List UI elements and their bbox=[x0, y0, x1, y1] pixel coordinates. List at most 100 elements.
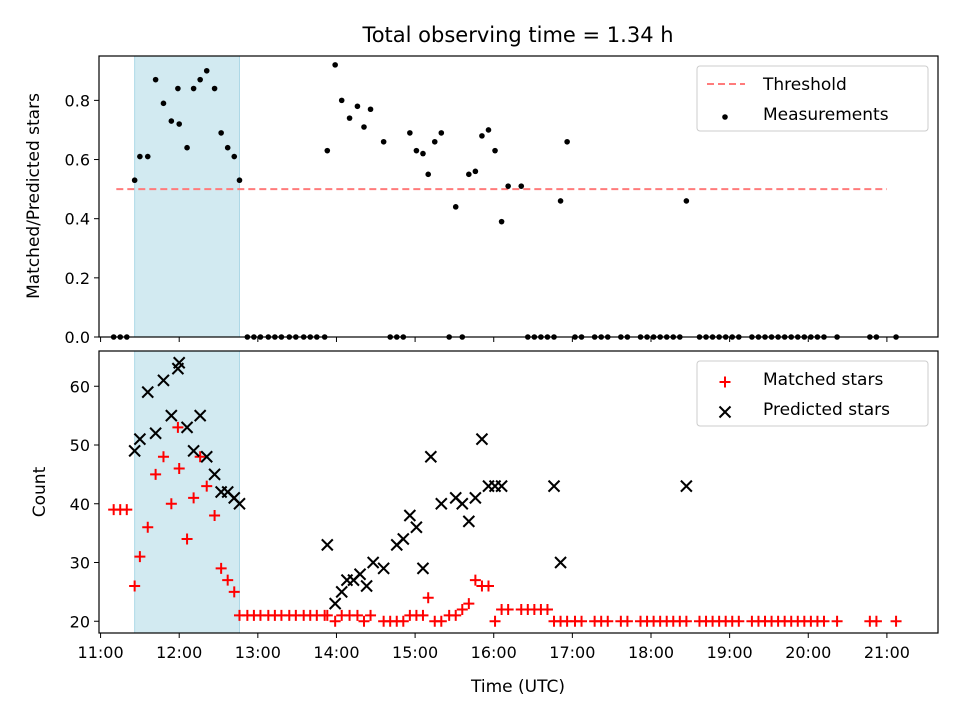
measurement-point bbox=[505, 183, 511, 189]
predicted-stars-point bbox=[435, 497, 448, 510]
x-tick-label: 21:00 bbox=[864, 643, 910, 662]
measurement-point bbox=[197, 76, 203, 83]
measurement-point bbox=[413, 147, 420, 154]
predicted-stars-point bbox=[554, 556, 567, 569]
matched-stars-point bbox=[157, 451, 169, 463]
x-tick-label: 19:00 bbox=[707, 643, 753, 662]
measurement-point bbox=[190, 85, 197, 92]
matched-stars-point bbox=[482, 580, 494, 592]
matched-stars-point bbox=[165, 498, 177, 510]
predicted-stars-point bbox=[397, 532, 410, 546]
measurement-point bbox=[203, 67, 210, 74]
matched-stars-point bbox=[489, 615, 501, 627]
predicted-stars-point bbox=[335, 585, 348, 599]
shaded-region bbox=[134, 55, 240, 338]
measurement-point bbox=[176, 121, 183, 127]
matched-stars-point bbox=[680, 615, 692, 627]
measurement-point bbox=[361, 124, 367, 130]
matched-stars-point bbox=[142, 521, 154, 533]
legend-frame bbox=[696, 360, 929, 427]
matched-stars-point bbox=[201, 480, 213, 492]
measurement-point bbox=[160, 100, 167, 107]
measurement-point bbox=[236, 177, 243, 184]
measurement-point bbox=[683, 198, 690, 204]
matched-stars-point bbox=[181, 533, 193, 545]
predicted-stars-point bbox=[424, 450, 438, 463]
measurement-point bbox=[144, 153, 151, 160]
measurement-point bbox=[498, 218, 505, 225]
matched-stars-point bbox=[417, 609, 429, 621]
measurement-point bbox=[184, 144, 190, 151]
top-panel: 0.0 0.2 0.4 0.6 0.8 Threshold Measurements bbox=[65, 55, 939, 347]
predicted-stars-point bbox=[403, 509, 417, 522]
matched-stars-point bbox=[576, 615, 588, 627]
measurement-point bbox=[324, 147, 331, 154]
predicted-stars-point bbox=[141, 385, 154, 399]
legend-measurement-swatch bbox=[722, 114, 728, 120]
legend-frame bbox=[696, 65, 929, 132]
y-tick-label: 0.6 bbox=[65, 151, 90, 170]
x-tick-label: 14:00 bbox=[313, 643, 359, 662]
predicted-stars-point bbox=[208, 468, 221, 481]
matched-stars-point bbox=[173, 463, 185, 474]
predicted-stars-point bbox=[680, 479, 693, 493]
predicted-stars-point bbox=[128, 444, 141, 458]
matched-stars-point bbox=[129, 580, 141, 592]
matched-stars-point bbox=[172, 421, 184, 433]
matched-stars-point bbox=[435, 615, 447, 627]
measurement-point bbox=[564, 138, 570, 145]
y-tick-label: 20 bbox=[70, 612, 90, 631]
y-tick-label: 0.2 bbox=[65, 269, 90, 288]
predicted-stars-point bbox=[133, 432, 147, 446]
axes-frame bbox=[98, 55, 939, 338]
legend-label: Measurements bbox=[763, 105, 889, 125]
matched-stars-point bbox=[733, 615, 745, 627]
measurement-point bbox=[407, 130, 413, 136]
matched-stars-point bbox=[150, 468, 162, 480]
legend: Threshold Measurements bbox=[696, 65, 929, 132]
measurement-point bbox=[420, 150, 426, 157]
matched-stars-point bbox=[397, 615, 409, 627]
measurement-point bbox=[380, 138, 387, 145]
measurement-point bbox=[466, 171, 472, 178]
chart-title: Total observing time = 1.34 h bbox=[361, 23, 673, 47]
matched-stars-point bbox=[602, 615, 614, 627]
measurement-point bbox=[518, 183, 525, 189]
matched-stars-point bbox=[358, 615, 370, 627]
predicted-stars-point bbox=[416, 562, 430, 575]
matched-stars-point bbox=[890, 615, 902, 627]
legend-predicted-swatch bbox=[718, 405, 732, 419]
measurement-point bbox=[338, 97, 345, 104]
x-tick-label: 16:00 bbox=[471, 643, 517, 662]
matched-stars-point bbox=[194, 451, 206, 463]
predicted-stars-point bbox=[377, 562, 390, 575]
matched-stars-point bbox=[188, 492, 200, 504]
matched-stars-point bbox=[121, 504, 133, 516]
predicted-stars-point bbox=[495, 479, 508, 493]
top-y-axis-label: Matched/Predicted stars bbox=[24, 93, 44, 299]
measurement-point bbox=[152, 76, 159, 83]
shaded-region bbox=[134, 350, 240, 634]
measurement-point bbox=[218, 130, 224, 136]
predicted-stars-point bbox=[366, 556, 380, 569]
matched-stars-point bbox=[502, 604, 514, 615]
matched-stars-point bbox=[134, 551, 146, 563]
matched-stars-point bbox=[365, 609, 377, 621]
measurement-point bbox=[367, 106, 374, 113]
predicted-stars-point bbox=[462, 515, 476, 528]
bottom-y-axis-label: Count bbox=[30, 466, 50, 517]
y-tick-label: 0.4 bbox=[65, 210, 90, 229]
predicted-stars-point bbox=[187, 444, 200, 458]
measurement-point bbox=[224, 144, 231, 151]
predicted-stars-point bbox=[200, 450, 213, 463]
matched-stars-point bbox=[215, 562, 227, 574]
measurement-point bbox=[485, 127, 492, 133]
predicted-stars-point bbox=[180, 421, 194, 434]
predicted-stars-point bbox=[157, 374, 170, 387]
measurement-point bbox=[354, 103, 361, 110]
predicted-stars-point bbox=[321, 538, 334, 552]
predicted-stars-point bbox=[475, 432, 489, 446]
legend-label: Matched stars bbox=[763, 370, 883, 390]
measurement-point bbox=[431, 138, 438, 145]
measurement-point bbox=[131, 177, 138, 184]
